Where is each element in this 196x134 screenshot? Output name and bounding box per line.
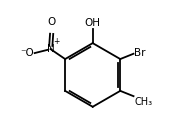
Text: CH₃: CH₃ [134, 97, 152, 107]
Text: ⁻O: ⁻O [20, 48, 34, 58]
Text: N: N [47, 44, 54, 54]
Text: +: + [54, 37, 60, 46]
Text: OH: OH [85, 18, 101, 28]
Text: O: O [48, 17, 56, 27]
Text: Br: Br [134, 48, 146, 58]
